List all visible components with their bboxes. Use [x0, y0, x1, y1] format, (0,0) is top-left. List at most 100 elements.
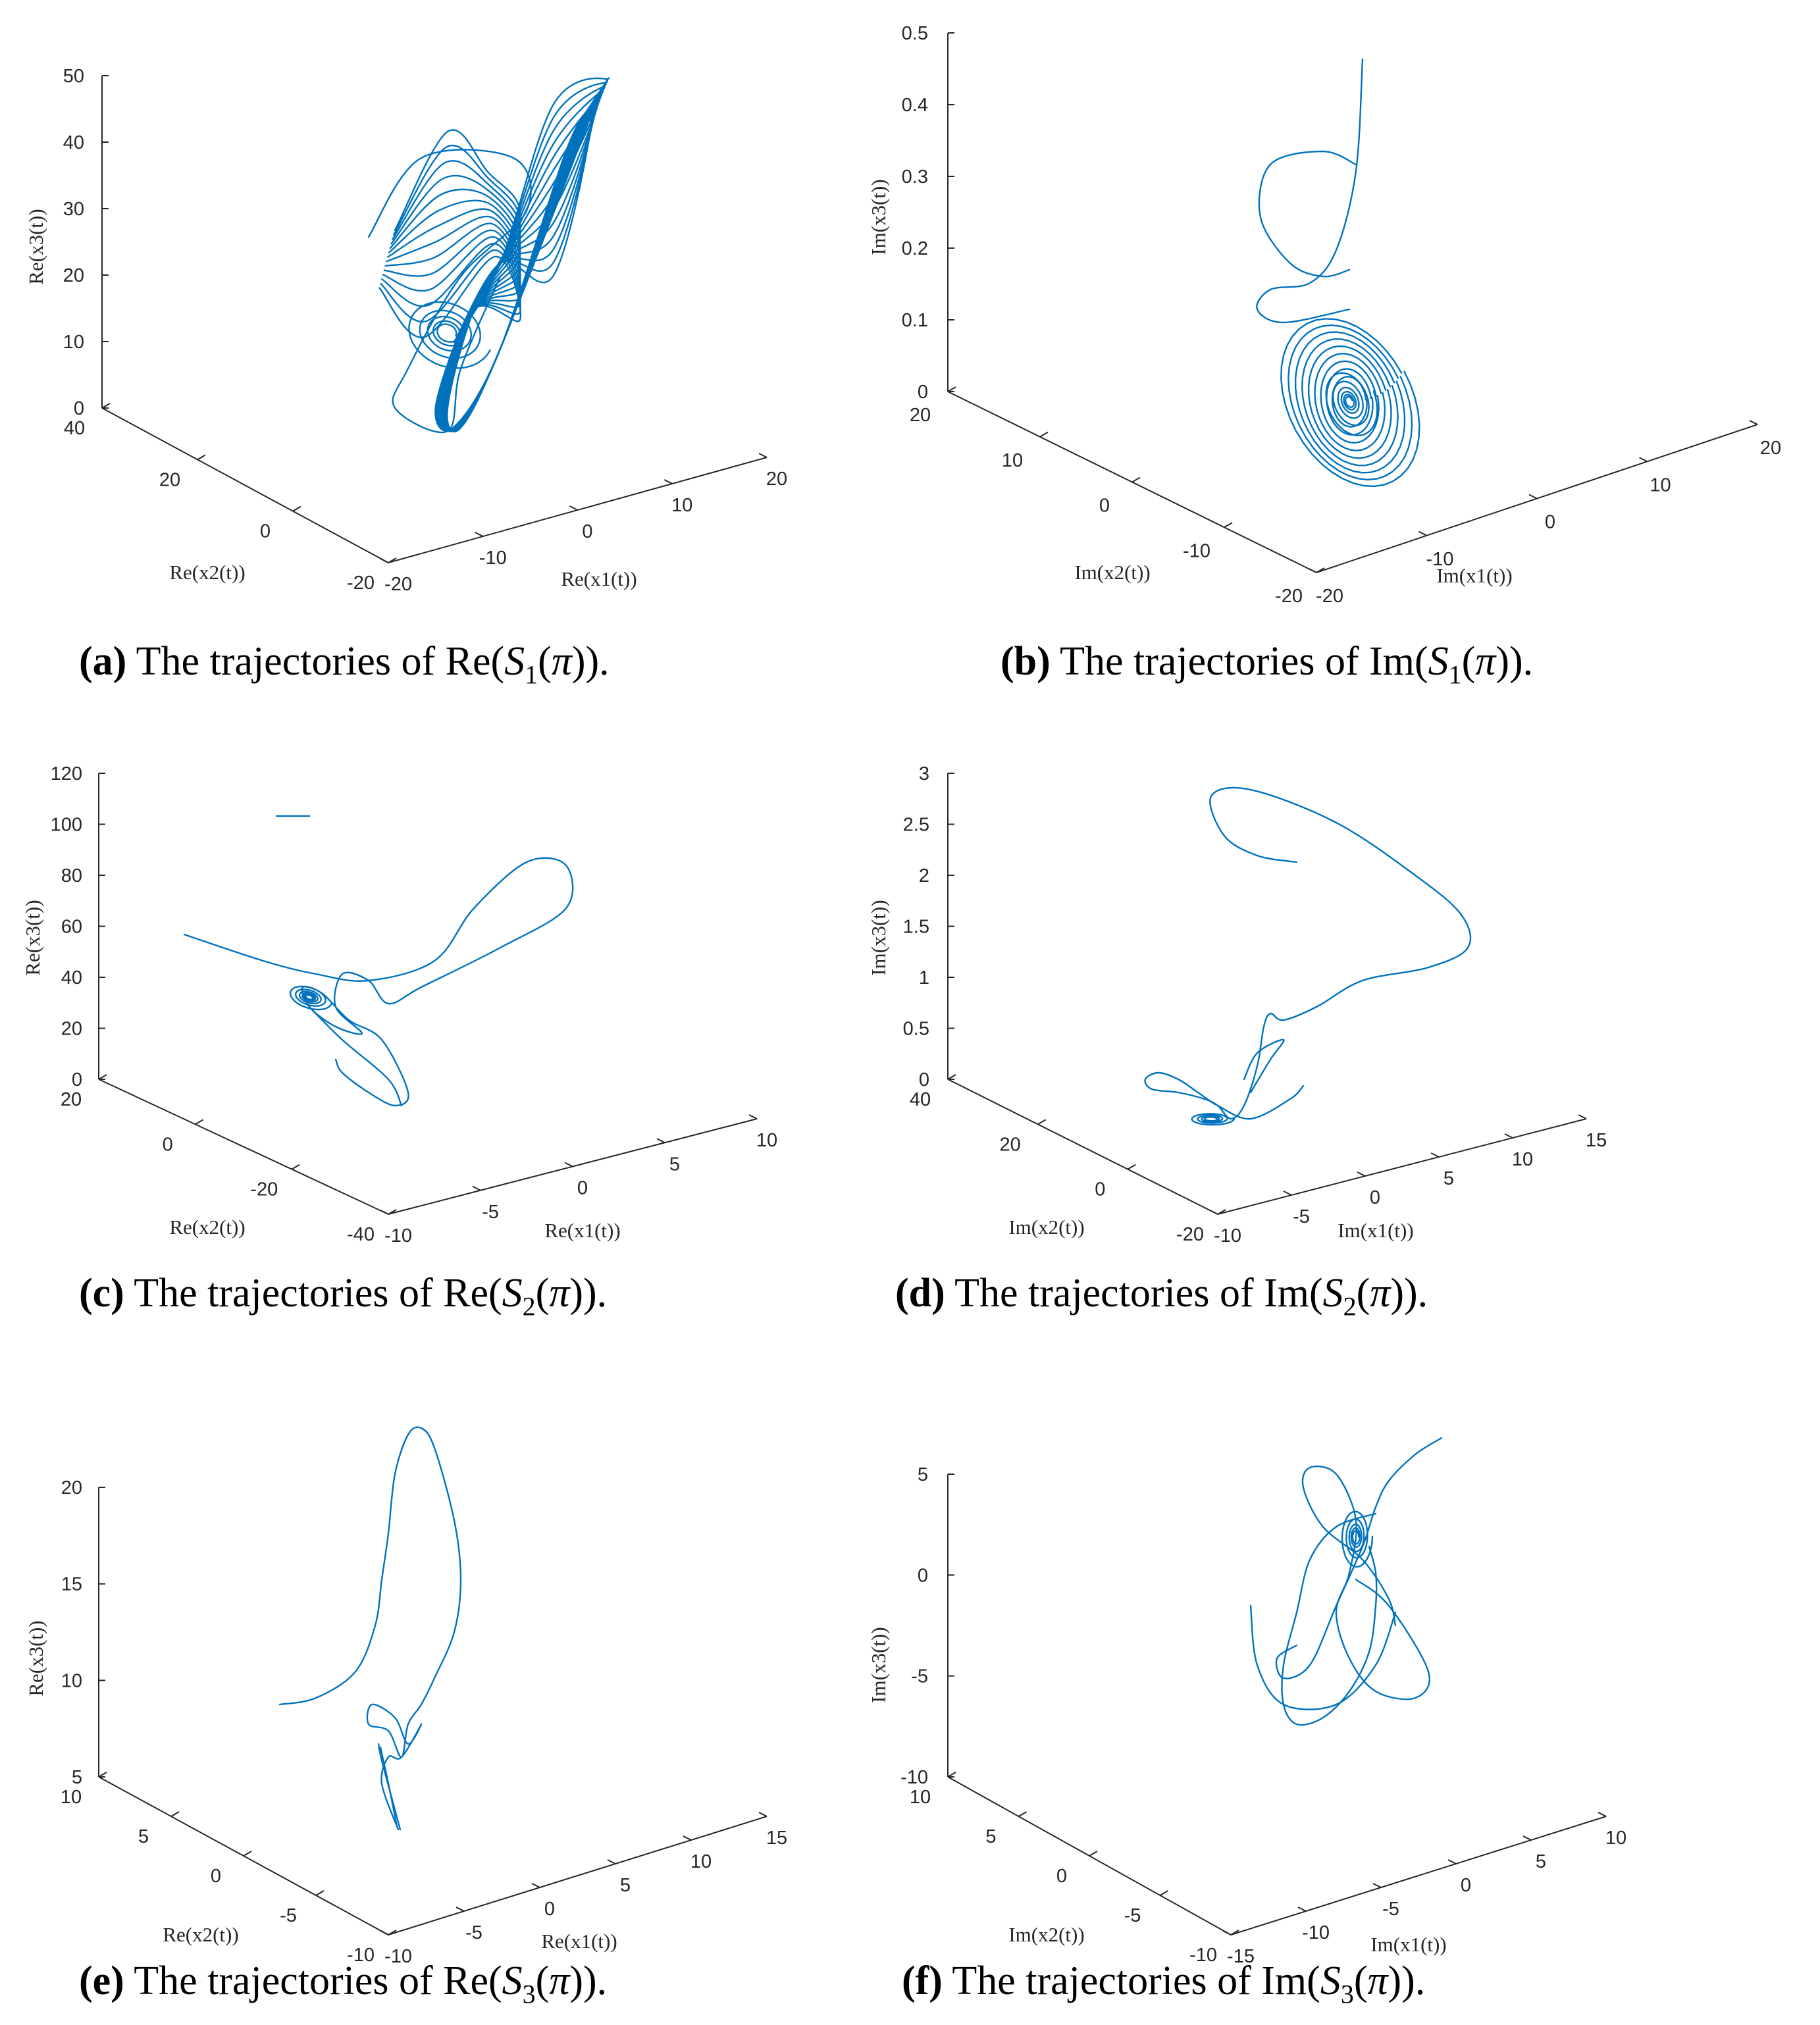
- y-tick-mark: [243, 1851, 252, 1857]
- axes-b: 0 0.1 0.2 0.3 0.4 0.5 20 10 0 -10 -20 -20 -10 0 10 20 Im…: [867, 23, 1781, 607]
- trajectory-a: [367, 77, 610, 434]
- z-tick-label: 100: [51, 815, 82, 836]
- x-tick-mark: [1308, 568, 1317, 573]
- z-axis-label: Im(x3(t)): [867, 1627, 890, 1703]
- trajectory-line: [1295, 331, 1406, 474]
- caption-f-letter: (f): [902, 1959, 943, 2003]
- x-tick-mark: [1504, 1133, 1513, 1139]
- caption-b-text: The trajectories of: [1050, 639, 1370, 684]
- y-tick-label: 0: [211, 1866, 221, 1887]
- z-tick-label: 40: [63, 132, 84, 153]
- y-tick-mark: [1039, 431, 1049, 438]
- caption-d-func: Im: [1264, 1271, 1309, 1316]
- panel-f: -10 -5 0 5 10 5 0 -5 -10 -15 -10 -5 0 5 10 Im(x3(t)) Im(…: [849, 1389, 1817, 1967]
- y-tick-label: 10: [1002, 450, 1023, 471]
- y-tick-label: -5: [280, 1905, 297, 1926]
- y-axis-label: Im(x2(t)): [1008, 1216, 1084, 1239]
- y-tick-label: 0: [1056, 1866, 1067, 1887]
- caption-a-sub: 1: [525, 659, 538, 690]
- x-tick-mark: [1297, 1907, 1307, 1912]
- x-tick-mark: [380, 1210, 389, 1215]
- caption-e: (e) The trajectories of Re(S3(π)).: [79, 1959, 608, 2009]
- x-tick-label: -10: [384, 1225, 412, 1246]
- caption-d-letter: (d): [895, 1271, 945, 1316]
- axes-f: -10 -5 0 5 10 5 0 -5 -10 -15 -10 -5 0 5 10 Im(x3(t)) Im(…: [867, 1464, 1626, 1967]
- z-tick-label: 30: [63, 199, 84, 220]
- y-axis-label: Re(x2(t)): [163, 1923, 238, 1946]
- caption-b-sub: 1: [1448, 659, 1462, 690]
- x-tick-mark: [380, 1930, 389, 1935]
- y-tick-label: 40: [64, 418, 85, 439]
- x-tick-mark: [1209, 1210, 1218, 1215]
- chart-a: 0 10 20 30 40 50 40 20 0 -20 -20 -10 0 10 20 Re(x3(t)) R…: [24, 66, 787, 595]
- trajectory-line: [378, 113, 592, 432]
- y-tick-mark: [947, 1772, 956, 1778]
- caption-b: (b) The trajectories of Im(S1(π)).: [1001, 639, 1534, 690]
- trajectory-line: [1320, 360, 1380, 444]
- x-tick-label: 0: [577, 1178, 588, 1199]
- trajectory-f: [1249, 1437, 1443, 1726]
- caption-a-func: Re: [445, 639, 491, 684]
- y-tick-label: 0: [163, 1134, 173, 1155]
- trajectory-line: [1301, 1466, 1430, 1701]
- x-tick-label: -10: [384, 1946, 412, 1967]
- trajectory-line: [183, 857, 574, 1107]
- x-tick-mark: [455, 1907, 465, 1912]
- y-tick-label: -20: [1176, 1224, 1204, 1245]
- x-tick-label: 10: [1650, 474, 1671, 496]
- x-tick-mark: [472, 1185, 481, 1191]
- trajectory-line: [1243, 1038, 1285, 1094]
- y-tick-mark: [315, 1890, 325, 1896]
- x-tick-label: 10: [1605, 1828, 1626, 1849]
- z-tick-label: 80: [61, 865, 82, 886]
- x-tick-label: 20: [1760, 438, 1781, 459]
- x-tick-mark: [1447, 1859, 1457, 1864]
- caption-c-func: Re: [443, 1271, 489, 1316]
- x-tick-label: 10: [1512, 1149, 1533, 1170]
- y-tick-label: 20: [910, 405, 931, 426]
- y-tick-mark: [1224, 522, 1233, 528]
- x-tick-label: 10: [690, 1851, 712, 1872]
- x-tick-mark: [1522, 1835, 1532, 1841]
- z-axis-label: Re(x3(t)): [24, 1620, 47, 1696]
- y-tick-label: 20: [159, 469, 180, 490]
- caption-b-func: Im: [1369, 639, 1415, 684]
- y-tick-label: -40: [347, 1224, 375, 1245]
- z-tick-label: 20: [61, 1477, 82, 1499]
- y-tick-label: 5: [138, 1826, 149, 1847]
- y-tick-mark: [947, 1074, 956, 1080]
- trajectory-line: [1301, 338, 1399, 467]
- x-axis-label: Im(x1(t)): [1338, 1219, 1413, 1242]
- z-tick-label: 10: [61, 1670, 82, 1691]
- caption-f: (f) The trajectories of Im(S3(π)).: [902, 1959, 1426, 2009]
- z-tick-label: 3: [919, 763, 929, 784]
- trajectory-line: [1307, 345, 1392, 459]
- x-tick-label: 5: [1443, 1168, 1454, 1189]
- x-tick-label: 20: [766, 469, 787, 490]
- x-tick-mark: [1283, 1191, 1292, 1196]
- x-tick-mark: [748, 1114, 758, 1119]
- panel-c: 0 20 40 60 80 100 120 20 0 -20 -40 -10 -5 0 5 10 Re(x3(t…: [0, 750, 856, 1264]
- y-tick-mark: [1127, 1164, 1136, 1170]
- x-tick-mark: [1639, 457, 1648, 463]
- z-axis-label: Im(x3(t)): [867, 900, 890, 975]
- x-tick-mark: [564, 1162, 573, 1167]
- x-tick-label: 15: [766, 1828, 787, 1849]
- z-tick-label: 0.5: [903, 1019, 929, 1040]
- x-tick-label: 5: [1536, 1851, 1546, 1872]
- y-axis-label: Im(x2(t)): [1008, 1923, 1084, 1946]
- trajectory-line: [1258, 150, 1357, 278]
- trajectory-line: [1191, 1113, 1235, 1126]
- x-tick-mark: [1430, 1152, 1440, 1158]
- z-tick-label: 60: [61, 917, 82, 938]
- caption-e-letter: (e): [79, 1959, 124, 2003]
- caption-a-text: The trajectories of: [126, 639, 446, 684]
- y-tick-mark: [1230, 1930, 1239, 1935]
- y-tick-label: -20: [250, 1179, 278, 1200]
- z-tick-label: 0.1: [902, 310, 928, 331]
- y-tick-label: 20: [1000, 1134, 1021, 1155]
- z-tick-label: 1.5: [903, 917, 929, 938]
